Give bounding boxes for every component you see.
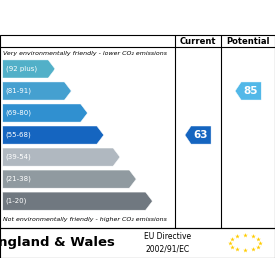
Text: Potential: Potential xyxy=(226,37,270,46)
Text: F: F xyxy=(135,175,141,184)
Text: A: A xyxy=(54,64,61,74)
Text: (21-38): (21-38) xyxy=(6,176,31,182)
Text: EU Directive
2002/91/EC: EU Directive 2002/91/EC xyxy=(144,232,191,253)
Text: Not environmentally friendly - higher CO₂ emissions: Not environmentally friendly - higher CO… xyxy=(3,217,167,222)
Text: E: E xyxy=(119,152,125,162)
Text: England & Wales: England & Wales xyxy=(0,236,115,249)
Text: (81-91): (81-91) xyxy=(6,88,32,94)
Text: (55-68): (55-68) xyxy=(6,132,31,138)
Text: Current: Current xyxy=(180,37,216,46)
Polygon shape xyxy=(3,148,120,166)
Text: 63: 63 xyxy=(193,130,207,140)
Polygon shape xyxy=(185,126,211,144)
Polygon shape xyxy=(3,60,55,78)
Text: (1-20): (1-20) xyxy=(6,198,27,204)
Text: B: B xyxy=(70,86,77,95)
Polygon shape xyxy=(3,104,87,122)
Text: C: C xyxy=(86,109,93,118)
Text: Very environmentally friendly - lower CO₂ emissions: Very environmentally friendly - lower CO… xyxy=(3,51,167,56)
Text: 85: 85 xyxy=(243,86,258,96)
Text: (69-80): (69-80) xyxy=(6,110,32,116)
Text: (92 plus): (92 plus) xyxy=(6,66,37,72)
Polygon shape xyxy=(3,126,104,144)
Text: G: G xyxy=(151,197,158,206)
Text: D: D xyxy=(102,131,110,140)
Polygon shape xyxy=(3,170,136,188)
Polygon shape xyxy=(3,192,152,210)
Text: Environmental Impact (CO₂) Rating: Environmental Impact (CO₂) Rating xyxy=(21,11,254,24)
Text: (39-54): (39-54) xyxy=(6,154,31,160)
Polygon shape xyxy=(235,82,261,100)
Polygon shape xyxy=(3,82,71,100)
